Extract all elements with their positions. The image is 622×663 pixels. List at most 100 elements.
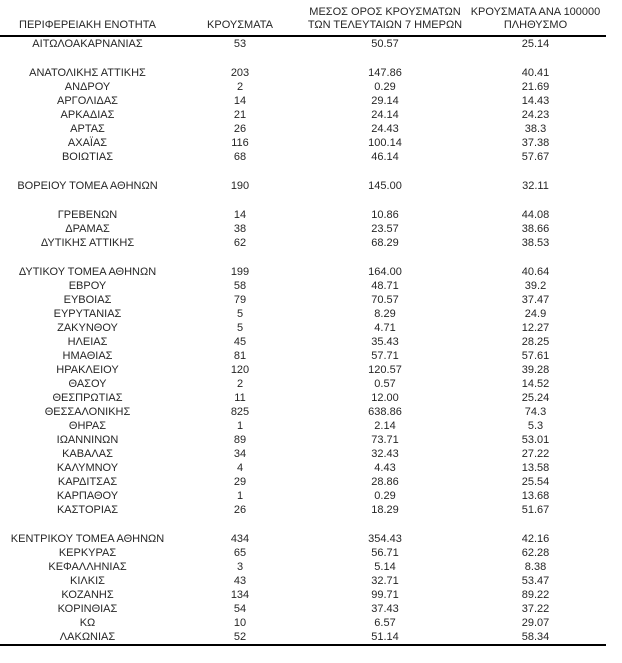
avg7-cell: 638.86	[368, 406, 402, 418]
table-row: ΒΟΡΕΙΟΥ ΤΟΜΕΑ ΑΘΗΝΩΝ 190 145.00 32.11	[0, 179, 606, 193]
table-row: ΚΟΖΑΝΗΣ 134 99.71 89.22	[0, 588, 606, 602]
table-row: ΕΥΒΟΙΑΣ 79 70.57 37.47	[0, 293, 606, 307]
region-cell: ΚΕΡΚΥΡΑΣ	[58, 547, 117, 559]
region-cell: ΚΙΛΚΙΣ	[70, 575, 105, 587]
avg7-cell: 68.29	[371, 237, 399, 249]
group-separator	[0, 51, 606, 66]
per100k-cell: 28.25	[521, 336, 550, 348]
table-row: ΚΕΝΤΡΙΚΟΥ ΤΟΜΕΑ ΑΘΗΝΩΝ 434 354.43 42.16	[0, 532, 606, 546]
table-row: ΑΝΑΤΟΛΙΚΗΣ ΑΤΤΙΚΗΣ 203 147.86 40.41	[0, 66, 606, 80]
table-row: ΔΥΤΙΚΟΥ ΤΟΜΕΑ ΑΘΗΝΩΝ 199 164.00 40.64	[0, 265, 606, 279]
avg7-cell: 120.57	[368, 364, 402, 376]
table-row: ΘΗΡΑΣ 1 2.14 5.3	[0, 419, 606, 433]
cases-cell: 29	[233, 476, 247, 488]
table-row: ΔΡΑΜΑΣ 38 23.57 38.66	[0, 222, 606, 236]
cases-cell: 4	[236, 462, 244, 474]
table-row: ΑΡΚΑΔΙΑΣ 21 24.14 24.23	[0, 108, 606, 122]
cases-cell: 11	[234, 392, 246, 404]
region-cell: ΑΝΑΤΟΛΙΚΗΣ ΑΤΤΙΚΗΣ	[29, 67, 146, 79]
table-row: ΚΟΡΙΝΘΙΑΣ 54 37.43 37.22	[0, 602, 606, 616]
table-row: ΖΑΚΥΝΘΟΥ 5 4.71 12.27	[0, 321, 606, 335]
region-cell: ΚΑΛΥΜΝΟΥ	[56, 462, 119, 474]
cases-cell: 2	[236, 378, 244, 390]
region-cell: ΛΑΚΩΝΙΑΣ	[59, 631, 116, 643]
header-cell-per-100k-line2: ΠΛΗΘΥΣΜΟ	[503, 19, 568, 31]
cases-cell: 54	[233, 603, 247, 615]
per100k-cell: 37.22	[521, 603, 550, 615]
per100k-cell: 89.22	[521, 589, 550, 601]
avg7-cell: 164.00	[368, 266, 402, 278]
table-row: ΑΡΓΟΛΙΔΑΣ 14 29.14 14.43	[0, 94, 606, 108]
region-cell: ΑΙΤΩΛΟΑΚΑΡΝΑΝΙΑΣ	[32, 38, 143, 50]
region-cell: ΚΟΡΙΝΘΙΑΣ	[57, 603, 118, 615]
avg7-cell: 0.29	[374, 490, 396, 502]
cases-cell: 3	[236, 561, 244, 573]
per100k-cell: 37.47	[521, 294, 550, 306]
per100k-cell: 39.2	[524, 280, 547, 292]
region-cell: ΑΡΚΑΔΙΑΣ	[60, 109, 115, 121]
region-cell: ΗΛΕΙΑΣ	[67, 336, 108, 348]
avg7-cell: 10.86	[371, 209, 399, 221]
cases-cell: 34	[233, 448, 247, 460]
region-cell: ΘΑΣΟΥ	[68, 378, 107, 390]
avg7-cell: 2.14	[374, 420, 396, 432]
cases-cell: 199	[230, 266, 250, 278]
region-cell: ΓΡΕΒΕΝΩΝ	[57, 209, 118, 221]
per100k-cell: 14.43	[521, 95, 550, 107]
avg7-cell: 4.71	[374, 322, 396, 334]
per100k-cell: 57.61	[521, 350, 550, 362]
table-row: ΚΩ 10 6.57 29.07	[0, 616, 606, 630]
per100k-cell: 57.67	[521, 151, 550, 163]
table-row: ΘΕΣΠΡΩΤΙΑΣ 11 12.00 25.24	[0, 391, 606, 405]
cases-cell: 434	[230, 533, 250, 545]
cases-cell: 62	[233, 237, 247, 249]
avg7-cell: 50.57	[371, 38, 399, 50]
region-cell: ΕΥΡΥΤΑΝΙΑΣ	[53, 308, 122, 320]
avg7-cell: 100.14	[368, 137, 402, 149]
per100k-cell: 8.38	[524, 561, 547, 573]
cases-cell: 10	[233, 617, 247, 629]
table-row: ΚΙΛΚΙΣ 43 32.71 53.47	[0, 574, 606, 588]
cases-cell: 81	[233, 350, 247, 362]
avg7-cell: 73.71	[371, 434, 399, 446]
per100k-cell: 14.52	[521, 378, 550, 390]
cases-cell: 52	[233, 631, 247, 643]
table-row: ΘΕΣΣΑΛΟΝΙΚΗΣ 825 638.86 74.3	[0, 405, 606, 419]
region-cell: ΑΝΔΡΟΥ	[64, 81, 111, 93]
avg7-cell: 4.43	[374, 462, 396, 474]
table-row: ΙΩΑΝΝΙΝΩΝ 89 73.71 53.01	[0, 433, 606, 447]
group-separator	[0, 193, 606, 208]
per100k-cell: 21.69	[521, 81, 550, 93]
avg7-cell: 32.43	[371, 448, 399, 460]
region-cell: ΔΡΑΜΑΣ	[65, 223, 110, 235]
per100k-cell: 51.67	[521, 504, 550, 516]
cases-cell: 38	[233, 223, 247, 235]
cases-cell: 116	[231, 137, 249, 149]
header-cell-cases: ΚΡΟΥΣΜΑΤΑ	[175, 19, 305, 32]
per100k-cell: 37.38	[521, 137, 550, 149]
cases-cell: 65	[233, 547, 247, 559]
cases-cell: 203	[230, 67, 250, 79]
cases-cell: 21	[233, 109, 247, 121]
cases-cell: 53	[233, 38, 247, 50]
avg7-cell: 8.29	[374, 308, 396, 320]
avg7-cell: 46.14	[371, 151, 399, 163]
region-cell: ΚΑΡΠΑΘΟΥ	[56, 490, 119, 502]
avg7-cell: 48.71	[371, 280, 399, 292]
per100k-cell: 40.41	[521, 67, 550, 79]
header-cell-region: ΠΕΡΙΦΕΡΕΙΑΚΗ ΕΝΟΤΗΤΑ	[0, 19, 175, 32]
per100k-cell: 58.34	[521, 631, 550, 643]
region-cell: ΚΕΝΤΡΙΚΟΥ ΤΟΜΕΑ ΑΘΗΝΩΝ	[10, 533, 165, 545]
avg7-cell: 51.14	[371, 631, 399, 643]
per100k-cell: 39.28	[521, 364, 550, 376]
region-cell: ΗΜΑΘΙΑΣ	[62, 350, 113, 362]
per100k-cell: 24.23	[521, 109, 550, 121]
avg7-cell: 37.43	[371, 603, 399, 615]
cases-cell: 68	[233, 151, 247, 163]
cases-cell: 190	[230, 180, 250, 192]
group-separator	[0, 517, 606, 532]
table-row: ΚΑΡΔΙΤΣΑΣ 29 28.86 25.54	[0, 475, 606, 489]
per100k-cell: 53.01	[521, 434, 550, 446]
region-cell: ΒΟΙΩΤΙΑΣ	[61, 151, 114, 163]
region-cell: ΖΑΚΥΝΘΟΥ	[57, 322, 118, 334]
